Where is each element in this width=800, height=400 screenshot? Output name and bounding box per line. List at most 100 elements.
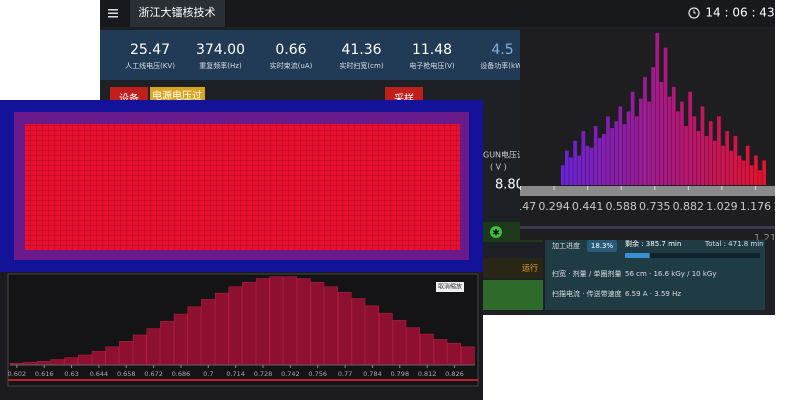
x-tick-label: 0.588 <box>605 200 637 213</box>
bar <box>64 357 79 366</box>
bar <box>762 160 766 185</box>
bar <box>680 101 684 185</box>
x-tick-label: 0.735 <box>639 200 671 213</box>
x-tick-label: 0.644 <box>90 370 109 378</box>
clock: 14 : 06 : 43 <box>705 6 774 20</box>
x-tick-label: 0.826 <box>445 370 464 378</box>
x-tick-label: 0.714 <box>226 370 245 378</box>
x-tick-label: 0.441 <box>572 200 604 213</box>
bar <box>105 346 120 366</box>
metric-label: 实时束流(uA) <box>270 61 313 70</box>
bar <box>692 116 697 185</box>
progress-fill <box>625 253 650 258</box>
bar <box>622 124 627 185</box>
app-title: 浙江大镭核技术 <box>139 5 216 19</box>
metric-label: 设备功率(kW) <box>480 61 525 70</box>
range-bar <box>520 226 775 229</box>
status-panel <box>545 235 765 310</box>
bar <box>626 111 631 185</box>
x-tick-label: 0.616 <box>35 370 54 378</box>
bar <box>749 165 754 185</box>
bar <box>269 276 284 366</box>
x-tick-label: 0.7 <box>203 370 213 378</box>
x-tick-label: 0.672 <box>144 370 163 378</box>
x-tick-label: 1.176 <box>740 200 772 213</box>
x-tick-label: 0.798 <box>390 370 409 378</box>
x-tick-label: 0.686 <box>172 370 191 378</box>
metric-value: 11.48 <box>412 42 452 58</box>
row-value: 6.59 A · 3.59 Hz <box>625 290 681 298</box>
bar <box>560 165 565 185</box>
metric-value: 25.47 <box>130 42 170 58</box>
remaining: 剩余 : 385.7 min <box>625 239 681 248</box>
bar <box>365 305 379 366</box>
metric-value: 4.5 <box>491 42 513 58</box>
bar <box>610 128 614 185</box>
bar <box>634 116 639 185</box>
bar <box>242 281 256 366</box>
zoom-button[interactable] <box>436 282 464 292</box>
state-panel <box>483 258 543 278</box>
mode-icon <box>490 226 502 238</box>
x-tick-label: 0.63 <box>64 370 78 378</box>
bar <box>228 286 243 366</box>
x-tick-label: 0.77 <box>338 370 352 378</box>
bar <box>324 286 338 366</box>
bar <box>296 278 311 366</box>
metric-label: 实时扫宽(cm) <box>339 61 383 70</box>
run-button[interactable] <box>483 280 543 310</box>
bar <box>160 321 174 366</box>
gun-unit: ( V ) <box>490 163 507 172</box>
bar <box>581 131 586 185</box>
bar <box>745 145 750 185</box>
bar <box>119 341 133 366</box>
metric-label: 人工线电压(KV) <box>125 61 175 70</box>
bar <box>606 116 610 185</box>
bar <box>733 135 738 185</box>
gun-value: 8.80 <box>495 178 524 193</box>
bar <box>283 276 297 366</box>
metric-value: 374.00 <box>196 42 245 58</box>
bar <box>643 77 647 185</box>
right-plot: 0.147 0.294 0.441 0.588 0.735 0.882 1.029 1.176… <box>520 32 775 240</box>
bar <box>201 299 215 366</box>
row-label: 扫描电流 · 传送带速度 <box>552 289 622 298</box>
zoom-button-label: 取消缩放 <box>438 283 462 291</box>
x-tick-label: 0.294 <box>538 200 570 213</box>
bar <box>688 91 693 185</box>
x-tick-label: 0.882 <box>673 200 705 213</box>
bar <box>638 98 643 185</box>
bar <box>712 140 717 185</box>
bar <box>737 155 742 185</box>
axis-band <box>520 186 775 196</box>
bar <box>573 140 577 185</box>
bar <box>663 47 668 185</box>
button[interactable] <box>150 87 205 104</box>
bar <box>651 67 656 185</box>
bar <box>433 339 448 366</box>
total: Total : 471.8 min <box>704 240 764 248</box>
bar <box>597 137 602 185</box>
state: 运行 <box>522 263 538 273</box>
mode-icon-glyph: ✱ <box>492 229 500 239</box>
bar <box>758 170 762 185</box>
bar <box>187 306 202 366</box>
bar <box>675 111 680 185</box>
x-tick-label: 0.742 <box>281 370 300 378</box>
range-bar <box>8 379 478 381</box>
bar <box>50 359 65 366</box>
bar <box>577 155 582 185</box>
bar <box>655 32 660 185</box>
bar <box>420 333 434 366</box>
x-tick-label: 1.029 <box>706 200 738 213</box>
bar <box>447 342 461 366</box>
bar <box>255 278 270 366</box>
bar <box>671 86 676 185</box>
row-label: 扫宽 · 剂量 / 单圈剂量 <box>552 269 621 278</box>
metric-label: 重复频率(Hz) <box>199 61 242 70</box>
bar <box>717 116 721 185</box>
menu-icon[interactable] <box>108 9 118 18</box>
button-label: 电源电压过 <box>152 89 202 102</box>
metric-label: 电子枪电压(V) <box>409 61 455 70</box>
